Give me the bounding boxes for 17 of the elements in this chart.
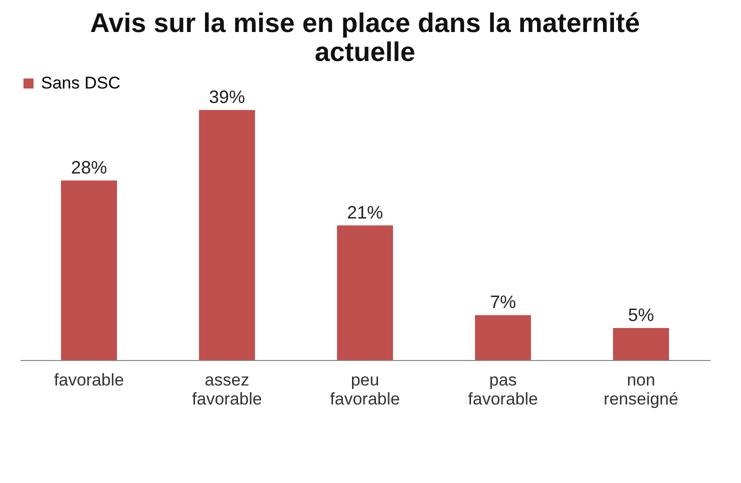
x-tick-label: non renseigné [604, 370, 678, 408]
bar [613, 328, 669, 360]
chart-title: Avis sur la mise en place dans la maternité actuelle [90, 8, 640, 67]
bar [475, 315, 531, 360]
data-label: 21% [346, 202, 384, 222]
data-label: 39% [208, 87, 246, 107]
data-label: 7% [490, 292, 516, 312]
bar [337, 225, 393, 360]
x-tick-label: assez favorable [192, 370, 262, 408]
bar [61, 180, 117, 360]
data-label: 5% [628, 304, 654, 325]
legend-label: Sans DSC [41, 74, 120, 92]
data-label: 28% [70, 158, 108, 178]
x-tick-label: pas favorable [468, 370, 538, 408]
x-tick-label: favorable [54, 370, 124, 390]
x-tick-label: peu favorable [330, 370, 400, 408]
bar [199, 110, 255, 360]
